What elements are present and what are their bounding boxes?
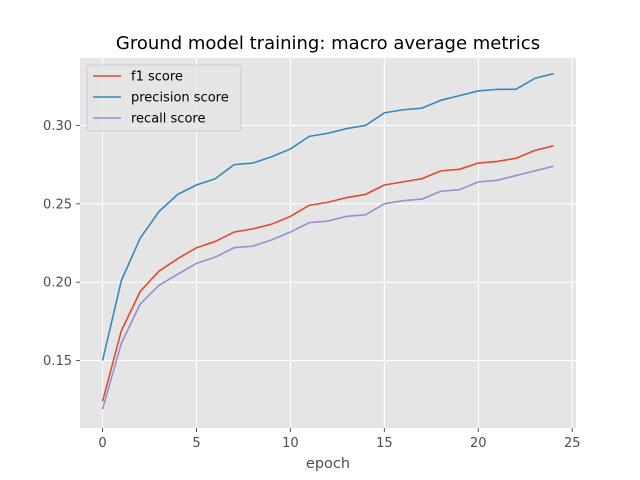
series-line-recall-score: [101, 165, 554, 410]
x-axis-label: epoch: [306, 456, 350, 472]
legend-label-f1-score: f1 score: [131, 70, 183, 85]
series-line-f1-score: [101, 145, 554, 402]
x-tick-label: 15: [376, 436, 393, 451]
y-axis-ticks: 0.15 0.20 0.25 0.30: [43, 119, 80, 369]
chart-title: Ground model training: macro average met…: [116, 33, 540, 54]
y-tick-label: 0.25: [43, 197, 72, 212]
x-tick-label: 5: [192, 436, 200, 451]
y-tick-label: 0.15: [43, 354, 72, 369]
x-tick-label: 25: [564, 436, 581, 451]
x-tick-label: 0: [98, 436, 106, 451]
x-axis-ticks: 0 5 10 15 20 25: [98, 428, 581, 451]
legend-box: [86, 64, 242, 132]
series-lines: [101, 72, 554, 410]
legend-label-recall-score: recall score: [131, 112, 205, 127]
x-tick-label: 20: [470, 436, 487, 451]
y-tick-label: 0.20: [43, 276, 72, 291]
grid: [80, 58, 576, 428]
series-line-precision-score: [101, 72, 554, 361]
legend: f1 score precision score recall score: [86, 64, 242, 132]
x-tick-label: 10: [282, 436, 299, 451]
y-tick-label: 0.30: [43, 119, 72, 134]
legend-label-precision-score: precision score: [131, 91, 229, 106]
